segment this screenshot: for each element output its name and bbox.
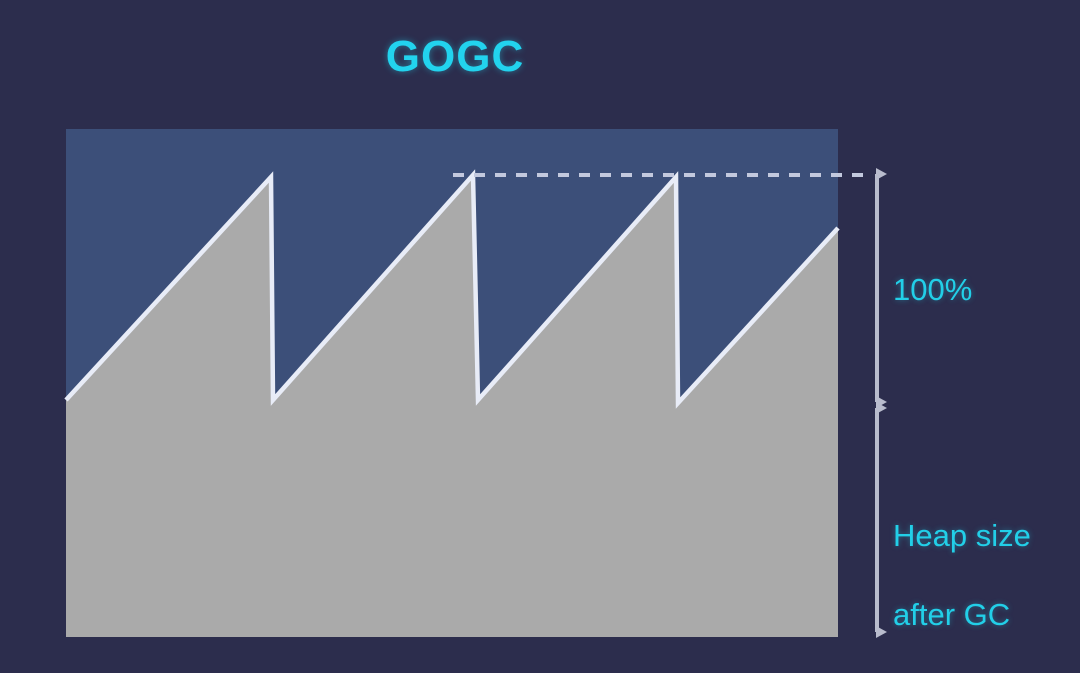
label-heap-size-after-gc: Heap size after GC: [893, 476, 1031, 635]
label-heap-line2: after GC: [893, 597, 1011, 633]
heap-series-line: [64, 169, 840, 409]
page-title: GOGC: [385, 32, 525, 81]
label-heap-line1: Heap size: [893, 517, 1031, 553]
heap-area-series: [66, 175, 838, 637]
label-100-percent: 100%: [893, 272, 973, 307]
